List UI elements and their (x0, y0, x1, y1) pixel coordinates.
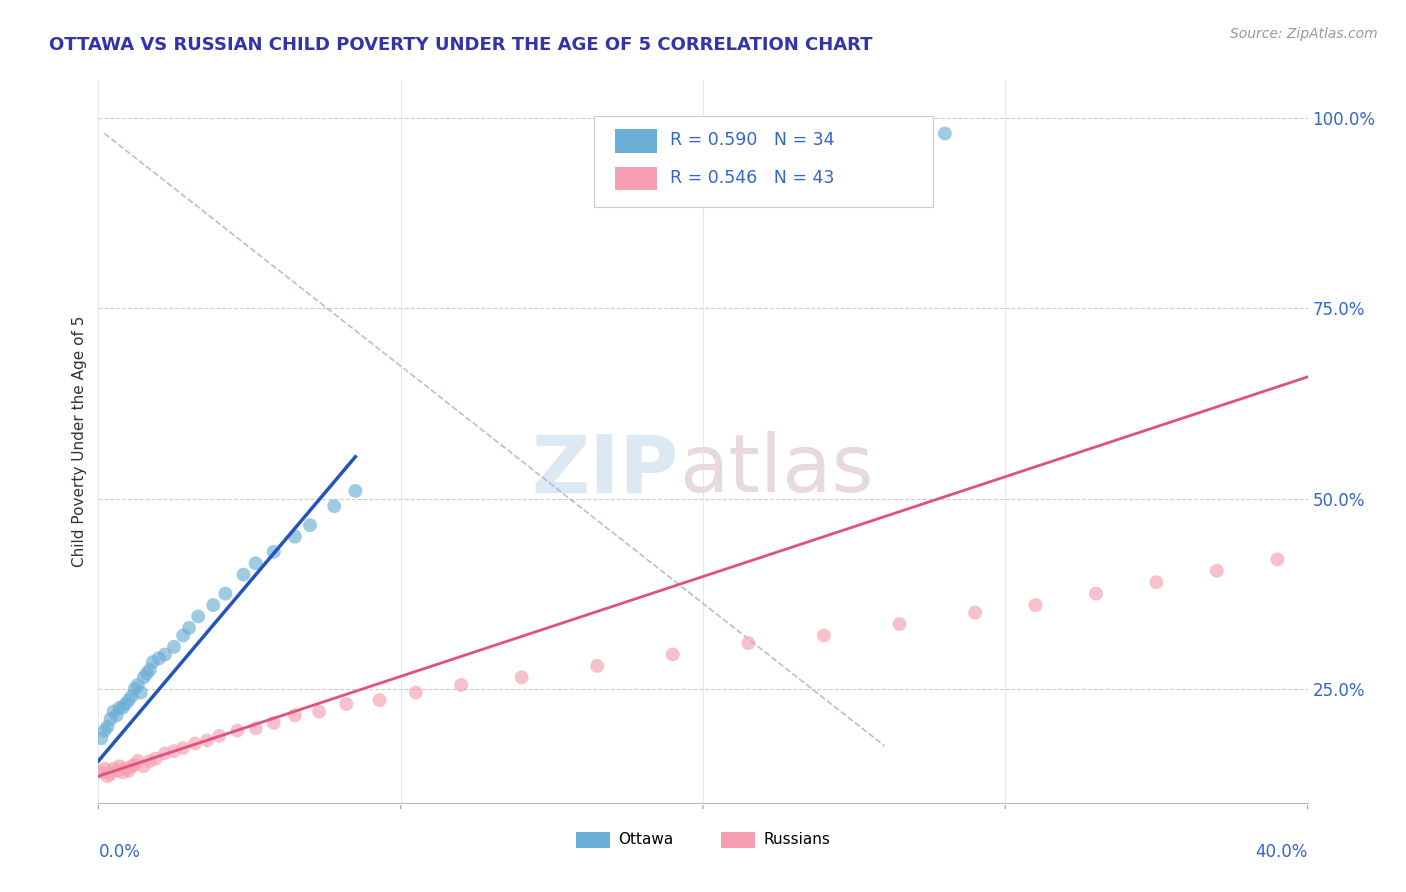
Point (586, 659, 609, 673)
Point (148, 651, 170, 665)
Point (232, 567, 254, 582)
Point (105, 708, 128, 723)
FancyBboxPatch shape (576, 832, 610, 848)
Point (163, 640, 186, 654)
Point (114, 697, 136, 711)
Text: OTTAWA VS RUSSIAN CHILD POVERTY UNDER THE AGE OF 5 CORRELATION CHART: OTTAWA VS RUSSIAN CHILD POVERTY UNDER TH… (49, 36, 873, 54)
Point (208, 729, 231, 743)
FancyBboxPatch shape (614, 167, 657, 190)
Point (100, 767, 122, 781)
Point (965, 606, 987, 620)
Text: atlas: atlas (679, 432, 873, 509)
Point (1024, 598, 1046, 612)
Point (118, 764, 141, 778)
Point (90, 765, 112, 780)
Point (93, 723, 115, 738)
Point (934, 127, 956, 141)
Point (103, 705, 125, 719)
Point (172, 741, 194, 756)
Point (226, 723, 249, 738)
Point (121, 759, 143, 773)
Text: ZIP: ZIP (531, 432, 679, 509)
FancyBboxPatch shape (614, 129, 657, 153)
Point (153, 747, 176, 761)
Point (245, 721, 267, 735)
Point (187, 609, 209, 624)
Point (1267, 552, 1289, 566)
Text: Russians: Russians (763, 832, 831, 847)
Point (195, 733, 218, 747)
Point (1206, 564, 1229, 578)
Text: R = 0.590   N = 34: R = 0.590 N = 34 (671, 131, 835, 149)
Point (127, 678, 149, 692)
Point (163, 744, 186, 758)
Y-axis label: Child Poverty Under the Age of 5: Child Poverty Under the Age of 5 (72, 316, 87, 567)
Text: Ottawa: Ottawa (619, 832, 673, 847)
Text: Source: ZipAtlas.com: Source: ZipAtlas.com (1230, 27, 1378, 41)
Point (135, 666, 157, 681)
Point (124, 757, 146, 772)
Point (335, 697, 357, 711)
Point (661, 648, 683, 662)
Point (737, 636, 759, 650)
Point (245, 556, 267, 570)
Point (108, 759, 131, 773)
Point (184, 736, 207, 750)
Point (127, 754, 149, 768)
Point (142, 655, 165, 669)
Point (111, 700, 134, 714)
Point (90, 731, 112, 746)
FancyBboxPatch shape (721, 832, 755, 848)
Point (284, 708, 307, 723)
Point (299, 518, 322, 533)
FancyBboxPatch shape (595, 117, 932, 207)
Point (889, 617, 911, 632)
Point (214, 587, 236, 601)
Point (111, 765, 134, 780)
Point (129, 685, 152, 699)
Point (96, 720, 118, 734)
Point (132, 670, 155, 684)
Point (368, 693, 391, 707)
Point (1144, 575, 1167, 590)
Point (450, 678, 472, 692)
Point (202, 598, 225, 612)
Point (103, 762, 125, 776)
Point (1085, 587, 1108, 601)
Point (172, 628, 194, 642)
Point (124, 681, 146, 696)
Point (100, 712, 122, 726)
Point (108, 700, 131, 714)
Text: 0.0%: 0.0% (98, 843, 141, 861)
Point (118, 693, 141, 707)
Point (263, 545, 285, 559)
Point (308, 705, 330, 719)
Point (284, 530, 307, 544)
Point (323, 499, 346, 513)
Point (405, 685, 427, 699)
Point (132, 759, 155, 773)
Point (813, 628, 835, 642)
Text: R = 0.546   N = 43: R = 0.546 N = 43 (671, 169, 835, 186)
Point (344, 483, 367, 498)
Point (105, 764, 128, 778)
Point (121, 690, 143, 704)
Point (139, 663, 162, 677)
Point (153, 648, 176, 662)
Point (179, 621, 201, 635)
Point (96, 769, 118, 783)
Text: 40.0%: 40.0% (1256, 843, 1308, 861)
Point (510, 670, 533, 684)
Point (145, 752, 167, 766)
Point (93, 762, 115, 776)
Point (114, 762, 136, 776)
Point (139, 754, 162, 768)
Point (263, 715, 285, 730)
